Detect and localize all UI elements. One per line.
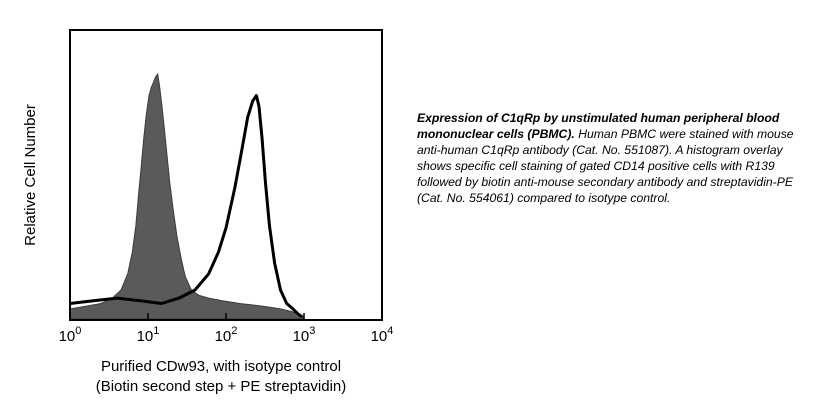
c1qrp-staining-histogram [69, 94, 304, 319]
x-tick-label: 103 [293, 325, 316, 345]
x-axis-ticks: 100 101 102 103 104 [59, 313, 394, 345]
caption-lead: Expression of C1qRp by unstimulated huma… [417, 111, 780, 141]
x-tick-label: 101 [137, 325, 160, 345]
x-tick-label: 104 [371, 325, 394, 345]
x-tick-label: 102 [215, 325, 238, 345]
y-axis-label: Relative Cell Number [22, 104, 39, 246]
x-axis-label-line-1: Purified CDw93, with isotype control [101, 358, 341, 375]
plot-series [69, 72, 305, 320]
caption-body: Human PBMC were stained with mouse anti-… [417, 127, 794, 205]
figure-caption: Expression of C1qRp by unstimulated huma… [417, 110, 797, 206]
plot-frame [69, 29, 383, 321]
x-tick-label: 100 [59, 325, 82, 345]
isotype-control-histogram [69, 72, 305, 320]
x-axis-label-line-2: (Biotin second step + PE streptavidin) [96, 378, 347, 395]
